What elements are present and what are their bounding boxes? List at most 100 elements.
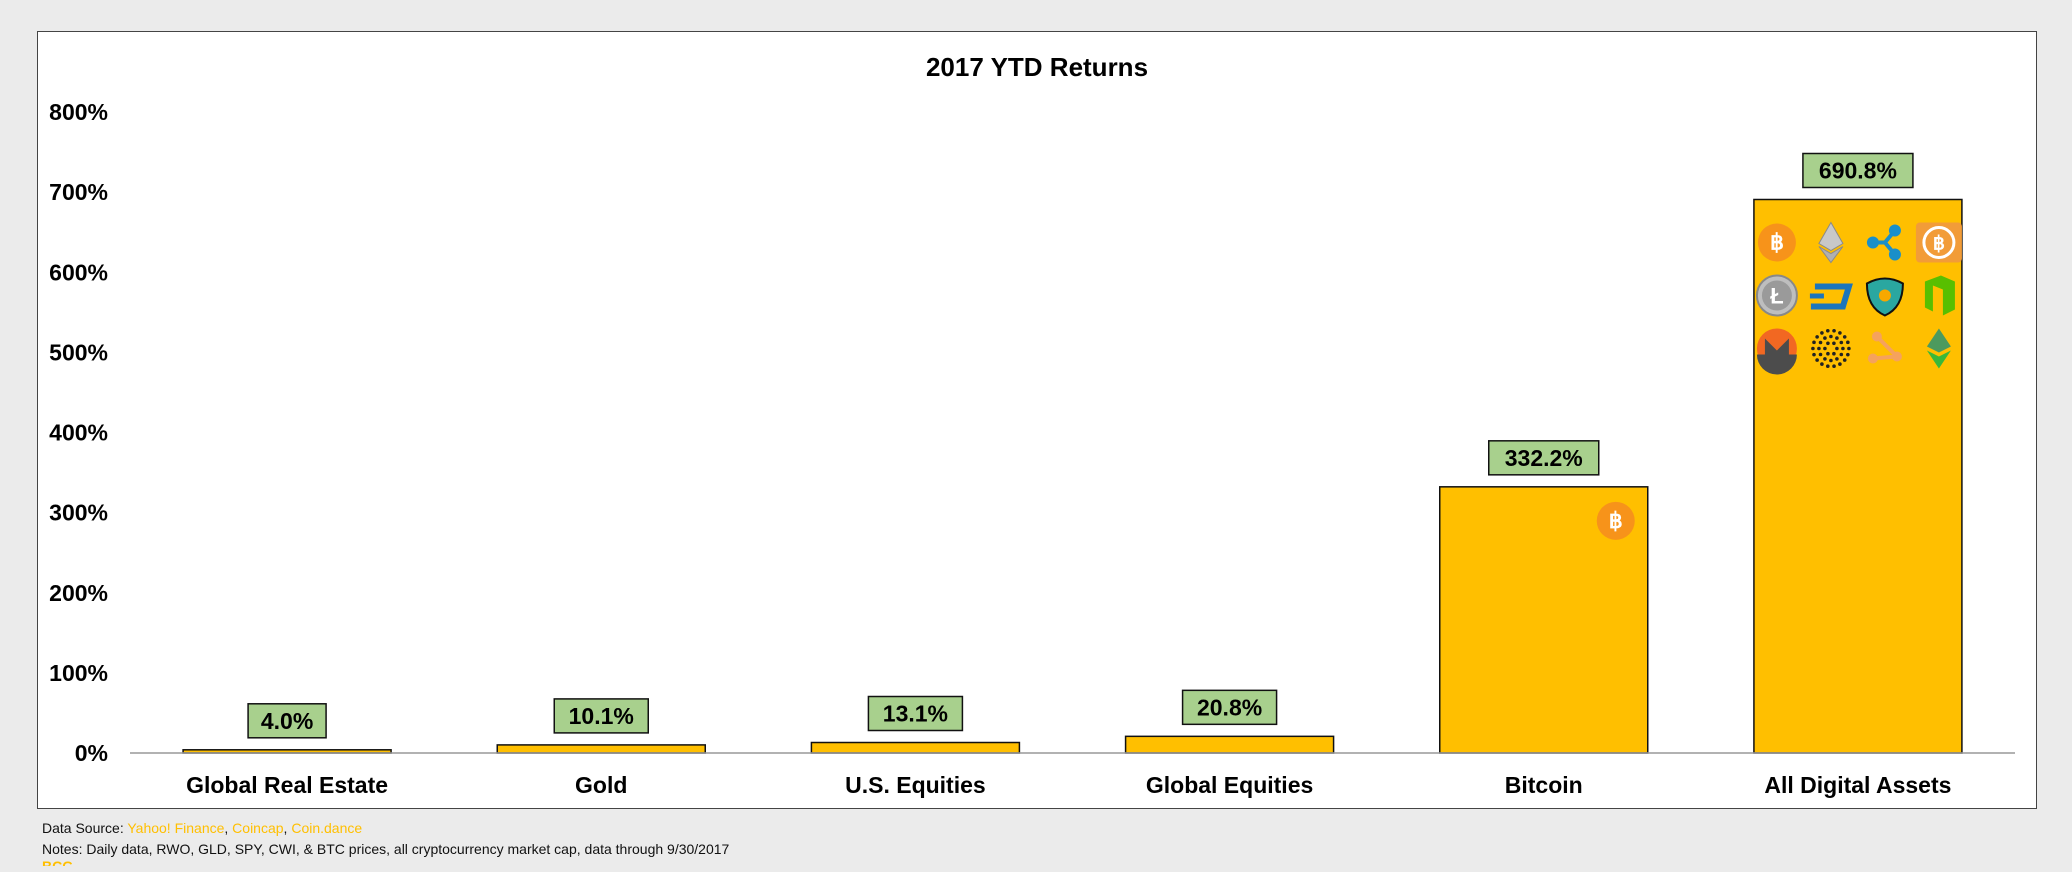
icon-dot xyxy=(1817,346,1821,351)
icon-shape xyxy=(1818,221,1844,252)
icon-dot xyxy=(1835,346,1839,351)
icon-dot xyxy=(1825,328,1830,333)
litecoin-icon: Ł xyxy=(1755,274,1798,317)
y-tick-label: 500% xyxy=(49,339,108,365)
y-tick-label: 0% xyxy=(75,740,108,766)
bitcoin-cash-icon: ฿ xyxy=(1915,222,1962,263)
icon-shape xyxy=(1596,501,1635,540)
icon-dot xyxy=(1820,331,1824,335)
x-tick-label: Gold xyxy=(575,772,627,798)
ethereum-classic-icon xyxy=(1926,328,1951,369)
data-label-box xyxy=(1802,152,1914,189)
x-tick-label: Bitcoin xyxy=(1505,772,1583,798)
data-label-box xyxy=(1488,440,1600,476)
y-tick-label: 300% xyxy=(49,500,108,526)
icon-dot xyxy=(1815,335,1819,339)
footer: Data Source: Yahoo! Finance, Coincap, Co… xyxy=(42,818,729,866)
icon-shape xyxy=(1926,350,1951,369)
icon-dot xyxy=(1832,341,1836,346)
data-source-prefix: Data Source: xyxy=(42,820,128,836)
icon-dot xyxy=(1815,358,1819,362)
coin-dance-link[interactable]: Coin.dance xyxy=(291,820,363,836)
bar xyxy=(810,741,1021,754)
x-tick-label: U.S. Equities xyxy=(845,772,986,798)
iota-icon xyxy=(1811,328,1851,369)
data-label-box xyxy=(247,703,327,739)
icon-shape xyxy=(1878,289,1891,302)
icon-dot xyxy=(1825,364,1830,369)
y-tick-label: 600% xyxy=(49,259,108,285)
icon-shape xyxy=(1756,338,1797,375)
neo-icon xyxy=(1924,275,1955,316)
monero-icon xyxy=(1756,328,1797,375)
separator: , xyxy=(224,820,233,836)
y-tick-label: 700% xyxy=(49,179,108,205)
ripple-icon xyxy=(1866,224,1901,261)
icon-dot xyxy=(1846,340,1850,345)
icon-glyph: ฿ xyxy=(1770,230,1784,255)
icon-dot xyxy=(1829,334,1833,339)
yahoo-finance-link[interactable]: Yahoo! Finance xyxy=(127,820,225,836)
icon-dot xyxy=(1846,352,1850,357)
icon-shape xyxy=(1888,248,1901,261)
coincap-link[interactable]: Coincap xyxy=(232,820,284,836)
x-tick-label: All Digital Assets xyxy=(1764,772,1951,798)
bitcoin-icon: ฿ xyxy=(1757,223,1796,262)
icon-glyph: ฿ xyxy=(1933,233,1945,254)
y-tick-label: 400% xyxy=(49,420,108,446)
icon-dot xyxy=(1823,346,1827,351)
icon-dot xyxy=(1842,358,1847,362)
icon-dot xyxy=(1838,331,1842,335)
bar xyxy=(1124,735,1335,754)
icon-shape xyxy=(1809,293,1824,299)
icon-dot xyxy=(1812,340,1816,345)
data-label-box xyxy=(1181,689,1278,726)
icon-glyph: Ł xyxy=(1770,283,1783,308)
icon-dot xyxy=(1812,352,1816,357)
data-label: 690.8% xyxy=(1819,157,1897,183)
notes-line: Notes: Daily data, RWO, GLD, SPY, CWI, &… xyxy=(42,841,730,857)
data-label: 10.1% xyxy=(569,703,634,729)
icon-shape xyxy=(1866,236,1879,249)
data-label-box xyxy=(867,695,964,732)
icon-dot xyxy=(1820,362,1824,366)
icon-dot xyxy=(1826,341,1830,346)
icon-shape xyxy=(1757,223,1796,262)
icon-shape xyxy=(1926,328,1951,353)
icon-shape xyxy=(1810,283,1853,310)
data-label: 20.8% xyxy=(1197,694,1262,720)
bitcoin-icon: ฿ xyxy=(1596,501,1635,540)
data-label: 332.2% xyxy=(1505,445,1583,471)
icon-dot xyxy=(1811,346,1815,351)
x-tick-label: Global Equities xyxy=(1146,772,1313,798)
icon-dot xyxy=(1818,352,1823,357)
bars: 4.0% 10.1% 13.1% 20.8%332.2%฿690.8%฿ ฿Ł xyxy=(182,152,1963,754)
icon-dot xyxy=(1835,336,1839,340)
data-label: 4.0% xyxy=(261,708,313,734)
chart-frame: 2017 YTD Returns 0% 100% 200% 300% 400% 500% 6… xyxy=(37,31,2037,809)
ethereum-icon xyxy=(1818,221,1844,264)
x-axis: Global Real Estate Gold U.S. Equities Globa… xyxy=(130,752,2015,798)
icon-shape xyxy=(1867,353,1878,364)
data-label: 13.1% xyxy=(883,701,948,727)
icon-dot xyxy=(1847,346,1851,351)
icon-dot xyxy=(1832,351,1836,356)
icon-shape xyxy=(1891,351,1902,362)
icon-shape xyxy=(1871,331,1882,342)
icon-dot xyxy=(1832,364,1836,369)
data-label-box xyxy=(553,698,649,734)
icon-dot xyxy=(1839,340,1844,345)
icon-dot xyxy=(1835,357,1839,361)
y-tick-label: 100% xyxy=(49,660,108,686)
icon-dot xyxy=(1829,358,1833,363)
icon-dot xyxy=(1839,352,1844,357)
icon-dot xyxy=(1832,328,1836,333)
separator: , xyxy=(283,820,292,836)
y-axis: 0% 100% 200% 300% 400% 500% 600% 700% 800% xyxy=(49,99,108,766)
icon-dot xyxy=(1826,351,1830,356)
icon-dot xyxy=(1823,357,1827,361)
nem-icon xyxy=(1865,277,1904,317)
x-tick-label: Global Real Estate xyxy=(186,772,388,798)
y-tick-label: 200% xyxy=(49,580,108,606)
dash-icon xyxy=(1809,283,1853,310)
